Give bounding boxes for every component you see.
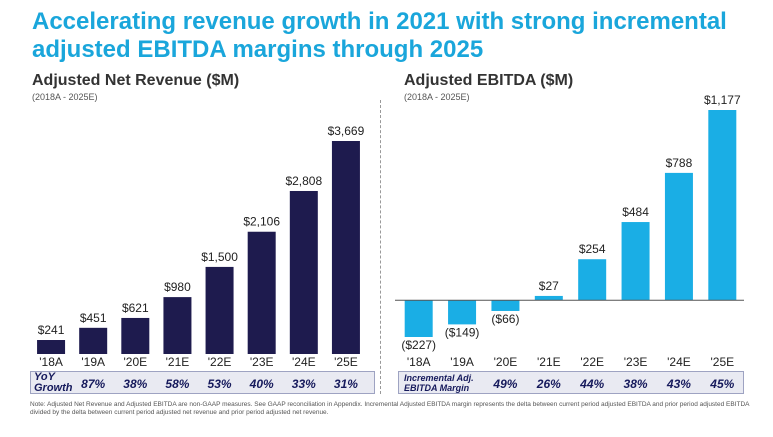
revenue-tick-label: '19A <box>81 355 105 369</box>
revenue-bar <box>79 327 108 354</box>
yoy-growth-value: 58% <box>165 377 190 391</box>
yoy-growth-value: 33% <box>291 377 316 391</box>
revenue-data-label: $241 <box>38 323 65 337</box>
footnote: Note: Adjusted Net Revenue and Adjusted … <box>30 401 750 416</box>
revenue-bar <box>205 266 234 354</box>
ebitda-chart-subheading: (2018A - 2025E) <box>404 92 470 102</box>
ebitda-margin-value: 49% <box>493 377 518 391</box>
yoy-growth-strip <box>30 371 375 394</box>
ebitda-margin-label: Incremental Adj. EBITDA Margin <box>404 373 474 393</box>
ebitda-data-label: $788 <box>666 156 693 170</box>
ebitda-data-label: ($66) <box>491 312 519 326</box>
revenue-tick-label: '23E <box>250 355 274 369</box>
revenue-data-label: $1,500 <box>201 250 238 264</box>
yoy-growth-value: 40% <box>249 377 274 391</box>
ebitda-bar <box>491 300 520 311</box>
revenue-data-label: $2,808 <box>285 174 322 188</box>
ebitda-data-label: $27 <box>539 279 559 293</box>
ebitda-data-label: ($149) <box>445 325 480 339</box>
ebitda-bar <box>578 259 607 301</box>
revenue-tick-label: '24E <box>292 355 316 369</box>
ebitda-margin-value: 26% <box>536 377 561 391</box>
ebitda-margin-value: 38% <box>623 377 648 391</box>
revenue-data-label: $451 <box>80 311 107 325</box>
revenue-chart-heading: Adjusted Net Revenue ($M) <box>32 72 240 89</box>
revenue-bar <box>121 317 150 354</box>
revenue-tick-label: '25E <box>334 355 358 369</box>
ebitda-bar <box>708 110 737 301</box>
revenue-bar <box>331 141 360 354</box>
revenue-tick-label: '21E <box>166 355 190 369</box>
revenue-tick-label: '20E <box>123 355 147 369</box>
ebitda-chart-heading: Adjusted EBITDA ($M) <box>404 72 574 89</box>
yoy-growth-value: 31% <box>333 377 358 391</box>
ebitda-bar <box>534 295 563 301</box>
ebitda-data-label: $254 <box>579 242 606 256</box>
ebitda-tick-label: '22E <box>580 355 604 369</box>
ebitda-bar <box>404 300 433 337</box>
ebitda-tick-label: '21E <box>537 355 561 369</box>
ebitda-margin-value: 43% <box>666 377 691 391</box>
ebitda-tick-label: '18A <box>407 355 431 369</box>
yoy-growth-value: 38% <box>123 377 148 391</box>
revenue-bar <box>289 190 318 354</box>
revenue-bar <box>37 340 66 354</box>
yoy-growth-label: YoY Growth <box>34 371 73 394</box>
ebitda-tick-label: '19A <box>450 355 474 369</box>
revenue-data-label: $980 <box>164 280 191 294</box>
ebitda-margin-value: 45% <box>710 377 735 391</box>
chart-divider <box>380 100 381 394</box>
ebitda-bar <box>448 300 477 325</box>
ebitda-bar <box>664 172 693 301</box>
revenue-chart-subheading: (2018A - 2025E) <box>32 92 98 102</box>
ebitda-data-label: $1,177 <box>704 93 741 107</box>
ebitda-margin-strip <box>398 371 744 394</box>
revenue-bar <box>247 231 276 354</box>
yoy-growth-value: 87% <box>81 377 106 391</box>
revenue-tick-label: '18A <box>39 355 63 369</box>
ebitda-bar <box>621 222 650 301</box>
ebitda-tick-label: '25E <box>710 355 734 369</box>
ebitda-data-label: $484 <box>622 205 649 219</box>
revenue-data-label: $621 <box>122 301 149 315</box>
revenue-tick-label: '22E <box>208 355 232 369</box>
yoy-growth-value: 53% <box>207 377 232 391</box>
revenue-bar <box>163 297 192 354</box>
revenue-data-label: $3,669 <box>328 124 365 138</box>
ebitda-data-label: ($227) <box>401 338 436 352</box>
revenue-data-label: $2,106 <box>243 215 280 229</box>
page-title: Accelerating revenue growth in 2021 with… <box>32 8 727 63</box>
ebitda-tick-label: '23E <box>624 355 648 369</box>
ebitda-tick-label: '20E <box>494 355 518 369</box>
ebitda-tick-label: '24E <box>667 355 691 369</box>
ebitda-margin-value: 44% <box>580 377 605 391</box>
